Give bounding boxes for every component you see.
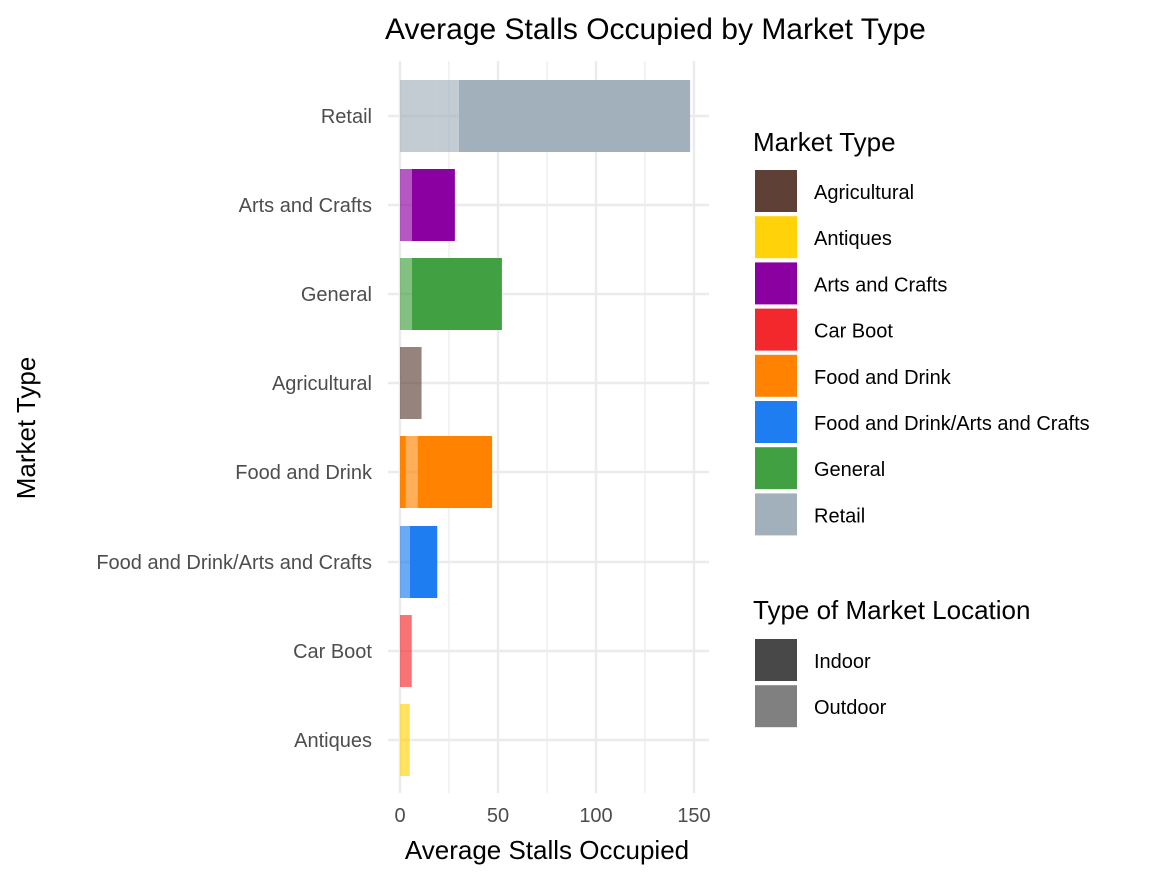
legend-swatch	[755, 685, 797, 728]
legend: Market Type Agricultural Antiques Arts and…	[753, 127, 1090, 728]
bar-segment	[458, 80, 691, 152]
legend-fill-title: Market Type	[753, 127, 896, 157]
bar-segment	[411, 169, 455, 241]
bar-segment	[435, 80, 459, 152]
y-tick-labels: Retail Arts and Crafts General Agricultural…	[96, 106, 373, 752]
bar-segment	[400, 615, 412, 687]
bar-segment	[400, 347, 422, 419]
bar-segment	[400, 526, 410, 598]
legend-swatch	[755, 354, 797, 397]
bar-segment	[409, 526, 438, 598]
y-tick-label: General	[301, 284, 372, 306]
legend-swatch	[755, 308, 797, 351]
x-tick-label: 100	[579, 805, 612, 827]
legend-swatch	[755, 447, 797, 490]
legend-swatch	[755, 493, 797, 536]
legend-label: Arts and Crafts	[814, 274, 947, 296]
x-tick-label: 0	[394, 805, 405, 827]
legend-label: Antiques	[814, 228, 892, 250]
legend-label: General	[814, 459, 885, 481]
y-tick-label: Food and Drink/Arts and Crafts	[96, 552, 372, 574]
bar-segment	[400, 704, 410, 776]
legend-fill-items: Agricultural Antiques Arts and Crafts Car B…	[755, 170, 1090, 536]
x-tick-label: 50	[487, 805, 509, 827]
y-tick-label: Food and Drink	[235, 462, 373, 484]
legend-swatch	[755, 639, 797, 681]
legend-label: Outdoor	[814, 697, 887, 719]
legend-swatch	[755, 262, 797, 305]
bar-segment	[411, 258, 502, 330]
bars	[400, 80, 691, 776]
bar-segment	[417, 436, 493, 508]
bar-segment	[405, 436, 418, 508]
legend-swatch	[755, 401, 797, 443]
legend-label: Indoor	[814, 651, 871, 673]
legend-label: Retail	[814, 505, 865, 527]
y-tick-label: Antiques	[294, 730, 372, 752]
bar-segment	[400, 80, 436, 152]
legend-label: Agricultural	[814, 182, 914, 204]
legend-label: Car Boot	[814, 321, 893, 343]
y-tick-label: Retail	[321, 106, 372, 128]
legend-location-title: Type of Market Location	[753, 595, 1030, 625]
bar-segment	[400, 169, 412, 241]
chart-title: Average Stalls Occupied by Market Type	[385, 13, 926, 46]
x-axis-label: Average Stalls Occupied	[405, 835, 689, 865]
x-tick-labels: 0 50 100 150	[394, 805, 710, 827]
y-tick-label: Agricultural	[272, 373, 372, 395]
bar-segment	[400, 436, 406, 508]
legend-label: Food and Drink/Arts and Crafts	[814, 413, 1090, 435]
legend-swatch	[755, 170, 797, 212]
y-tick-label: Arts and Crafts	[239, 195, 372, 217]
y-axis-label: Market Type	[11, 357, 41, 500]
legend-location-items: Indoor Outdoor	[755, 639, 887, 728]
y-tick-label: Car Boot	[293, 641, 372, 663]
x-tick-label: 150	[677, 805, 710, 827]
legend-label: Food and Drink	[814, 367, 952, 389]
bar-segment	[400, 258, 412, 330]
legend-swatch	[755, 216, 797, 259]
